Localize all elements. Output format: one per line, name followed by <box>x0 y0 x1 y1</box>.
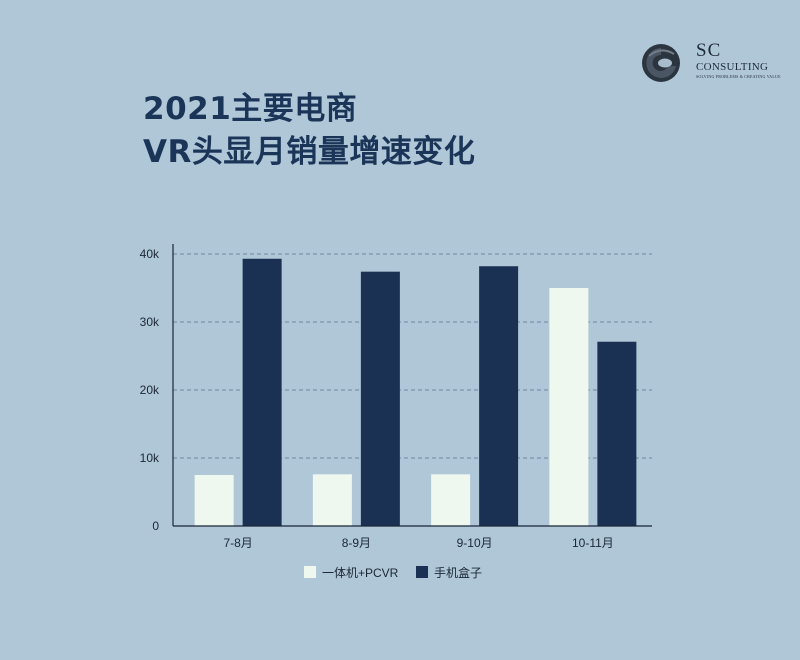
bar-phone-box <box>479 266 519 526</box>
legend-label: 手机盒子 <box>434 565 482 580</box>
legend: 一体机+PCVR 手机盒子 <box>304 565 482 580</box>
y-tick-label: 10k <box>140 451 160 465</box>
x-tick-labels: 7-8月 8-9月 9-10月 10-11月 <box>223 536 613 550</box>
legend-label: 一体机+PCVR <box>322 566 399 580</box>
sc-logo-icon <box>642 44 680 82</box>
y-tick-label: 40k <box>140 247 160 261</box>
y-tick-label: 30k <box>140 315 160 329</box>
y-tick-labels: 0 10k 20k 30k 40k <box>140 247 160 533</box>
bar-phone-box <box>242 258 282 526</box>
bar-all-in-one-pcvr <box>312 474 352 526</box>
logo-name: SC <box>696 40 722 61</box>
x-tick-label: 9-10月 <box>457 536 493 550</box>
bar-all-in-one-pcvr <box>194 475 234 526</box>
bar-phone-box <box>360 271 400 526</box>
legend-swatch <box>304 566 316 578</box>
y-tick-label: 0 <box>152 519 159 533</box>
logo-text: SC CONSULTING SOLVING PROBLEMS & CREATIN… <box>696 40 781 80</box>
chart-title-line-1: 2021主要电商 <box>143 91 358 127</box>
y-tick-label: 20k <box>140 383 160 397</box>
x-tick-label: 10-11月 <box>572 536 614 550</box>
logo-tagline: SOLVING PROBLEMS & CREATING VALUE <box>696 74 781 79</box>
company-logo: SC CONSULTING SOLVING PROBLEMS & CREATIN… <box>640 40 790 88</box>
chart-title: 2021主要电商 VR头显月销量增速变化 <box>143 88 475 174</box>
chart-title-line-2: VR头显月销量增速变化 <box>143 134 476 170</box>
legend-swatch <box>416 566 428 578</box>
bar-all-in-one-pcvr <box>431 474 471 526</box>
bar-all-in-one-pcvr <box>549 288 589 526</box>
axes <box>172 244 652 527</box>
x-tick-label: 7-8月 <box>223 536 252 550</box>
bar-phone-box <box>597 341 637 526</box>
logo-subtitle: CONSULTING <box>696 61 769 73</box>
bars <box>194 258 637 526</box>
x-tick-label: 8-9月 <box>342 536 371 550</box>
